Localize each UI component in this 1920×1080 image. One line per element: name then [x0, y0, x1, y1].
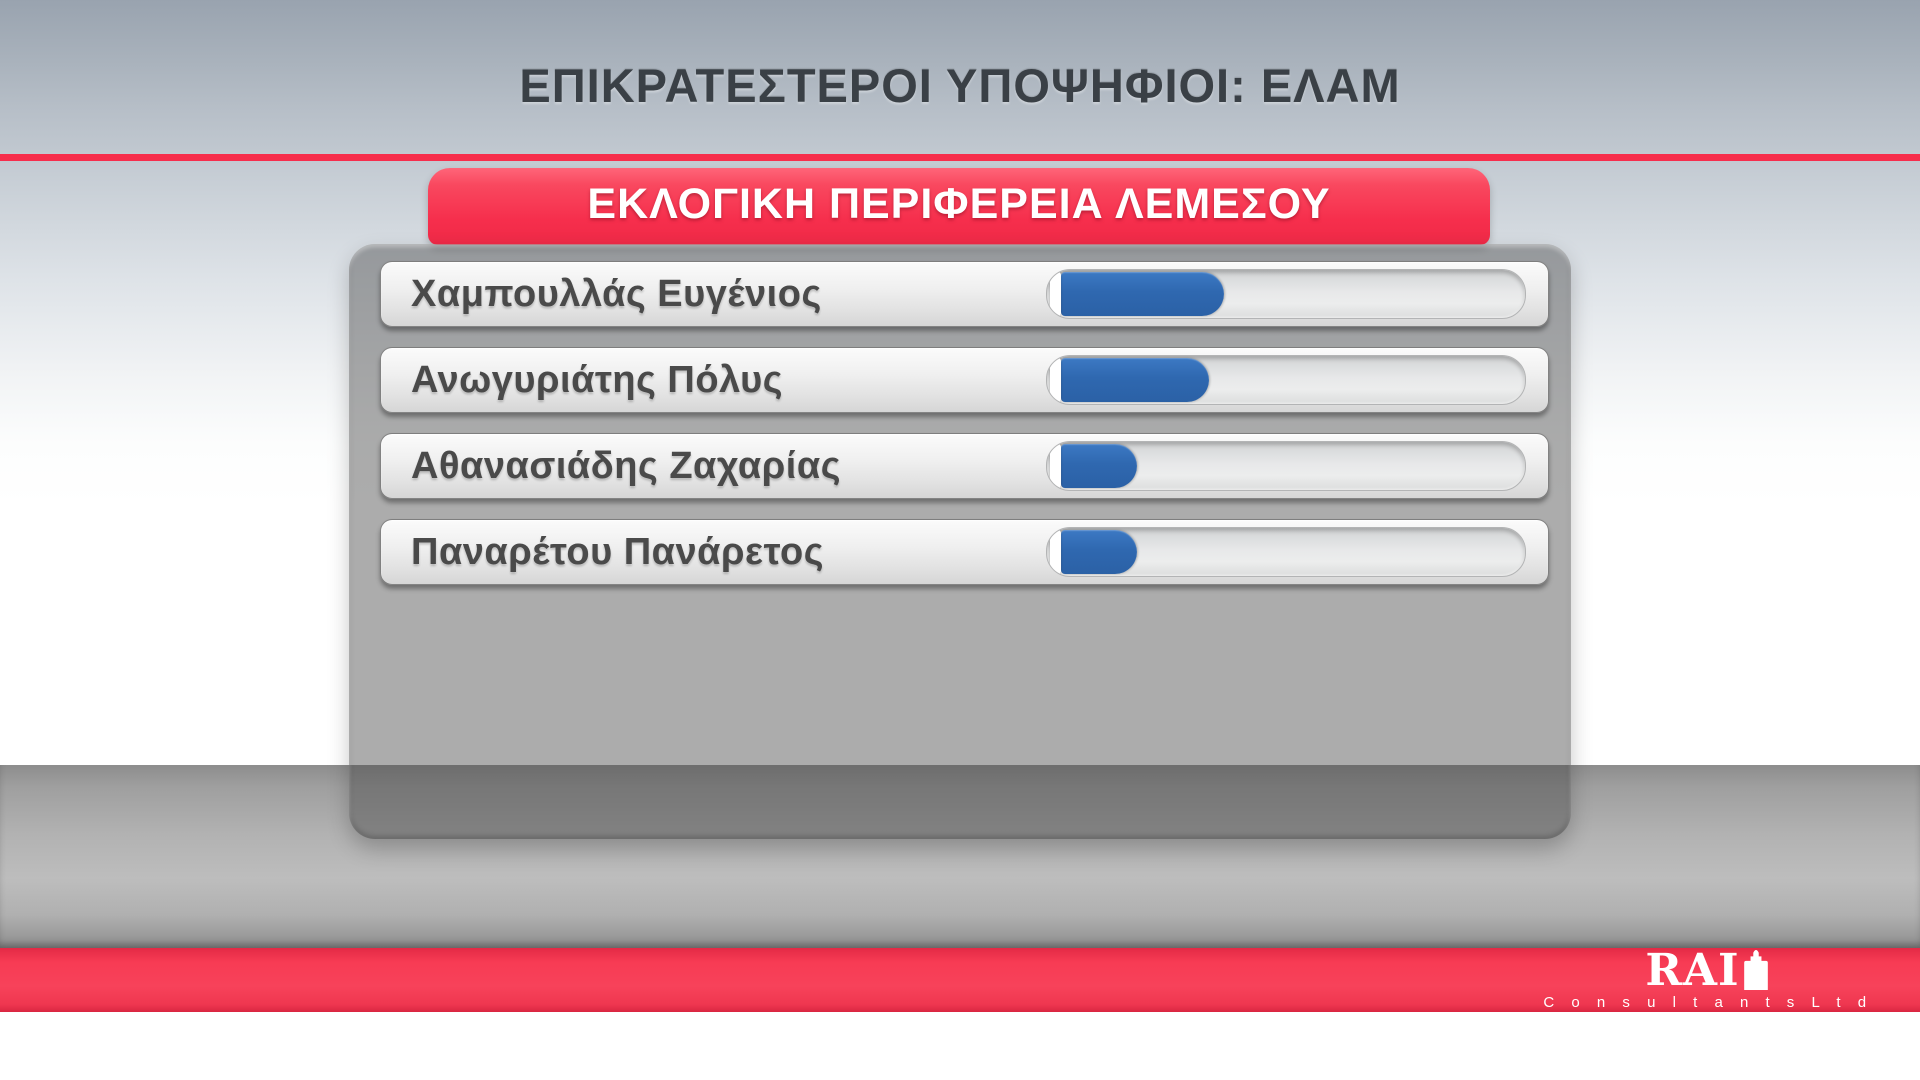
- result-bar-track: [1046, 527, 1526, 577]
- footer-white-strip: [0, 1012, 1920, 1080]
- region-banner-label: ΕΚΛΟΓΙΚΗ ΠΕΡΙΦΕΡΕΙΑ ΛΕΜΕΣΟΥ: [587, 180, 1331, 228]
- bar-start-tick: [1050, 530, 1061, 574]
- bar-start-tick: [1050, 444, 1061, 488]
- rai-logo-text: RAI: [1645, 945, 1740, 997]
- region-banner: ΕΚΛΟΓΙΚΗ ΠΕΡΙΦΕΡΕΙΑ ΛΕΜΕΣΟΥ: [428, 168, 1490, 245]
- page-title: ΕΠΙΚΡΑΤΕΣΤΕΡΟΙ ΥΠΟΨΗΦΙΟΙ: ΕΛΑΜ: [519, 59, 1401, 112]
- candidate-row: Χαμπουλλάς Ευγένιος: [380, 261, 1549, 327]
- header-divider-line: [0, 154, 1920, 161]
- candidate-rows: Χαμπουλλάς Ευγένιος Ανωγυριάτης Πόλυς Αθ…: [380, 261, 1549, 585]
- tower-icon: [1743, 950, 1768, 990]
- result-bar-fill: [1061, 272, 1224, 316]
- result-bar-fill: [1061, 530, 1138, 574]
- rai-logo-wordmark: RAI: [1645, 945, 1770, 997]
- candidate-name: Χαμπουλλάς Ευγένιος: [411, 272, 822, 315]
- candidate-row: Ανωγυριάτης Πόλυς: [380, 347, 1549, 413]
- candidate-row: Αθανασιάδης Ζαχαρίας: [380, 433, 1549, 499]
- results-panel: Χαμπουλλάς Ευγένιος Ανωγυριάτης Πόλυς Αθ…: [349, 244, 1571, 839]
- bar-start-tick: [1050, 358, 1061, 402]
- rai-logo: RAI C o n s u l t a n t s L t d: [1543, 945, 1866, 1011]
- bar-start-tick: [1050, 272, 1061, 316]
- candidate-name: Ανωγυριάτης Πόλυς: [411, 358, 784, 401]
- rai-logo-subtext: C o n s u l t a n t s L t d: [1543, 994, 1873, 1011]
- candidate-row: Παναρέτου Πανάρετος: [380, 519, 1549, 585]
- result-bar-fill: [1061, 358, 1210, 402]
- result-bar-track: [1046, 355, 1526, 405]
- footer-red-bar: [0, 948, 1920, 1012]
- floor-band: [0, 765, 1920, 948]
- result-bar-track: [1046, 441, 1526, 491]
- result-bar-fill: [1061, 444, 1138, 488]
- candidate-name: Παναρέτου Πανάρετος: [411, 530, 824, 573]
- candidate-name: Αθανασιάδης Ζαχαρίας: [411, 444, 841, 487]
- result-bar-track: [1046, 269, 1526, 319]
